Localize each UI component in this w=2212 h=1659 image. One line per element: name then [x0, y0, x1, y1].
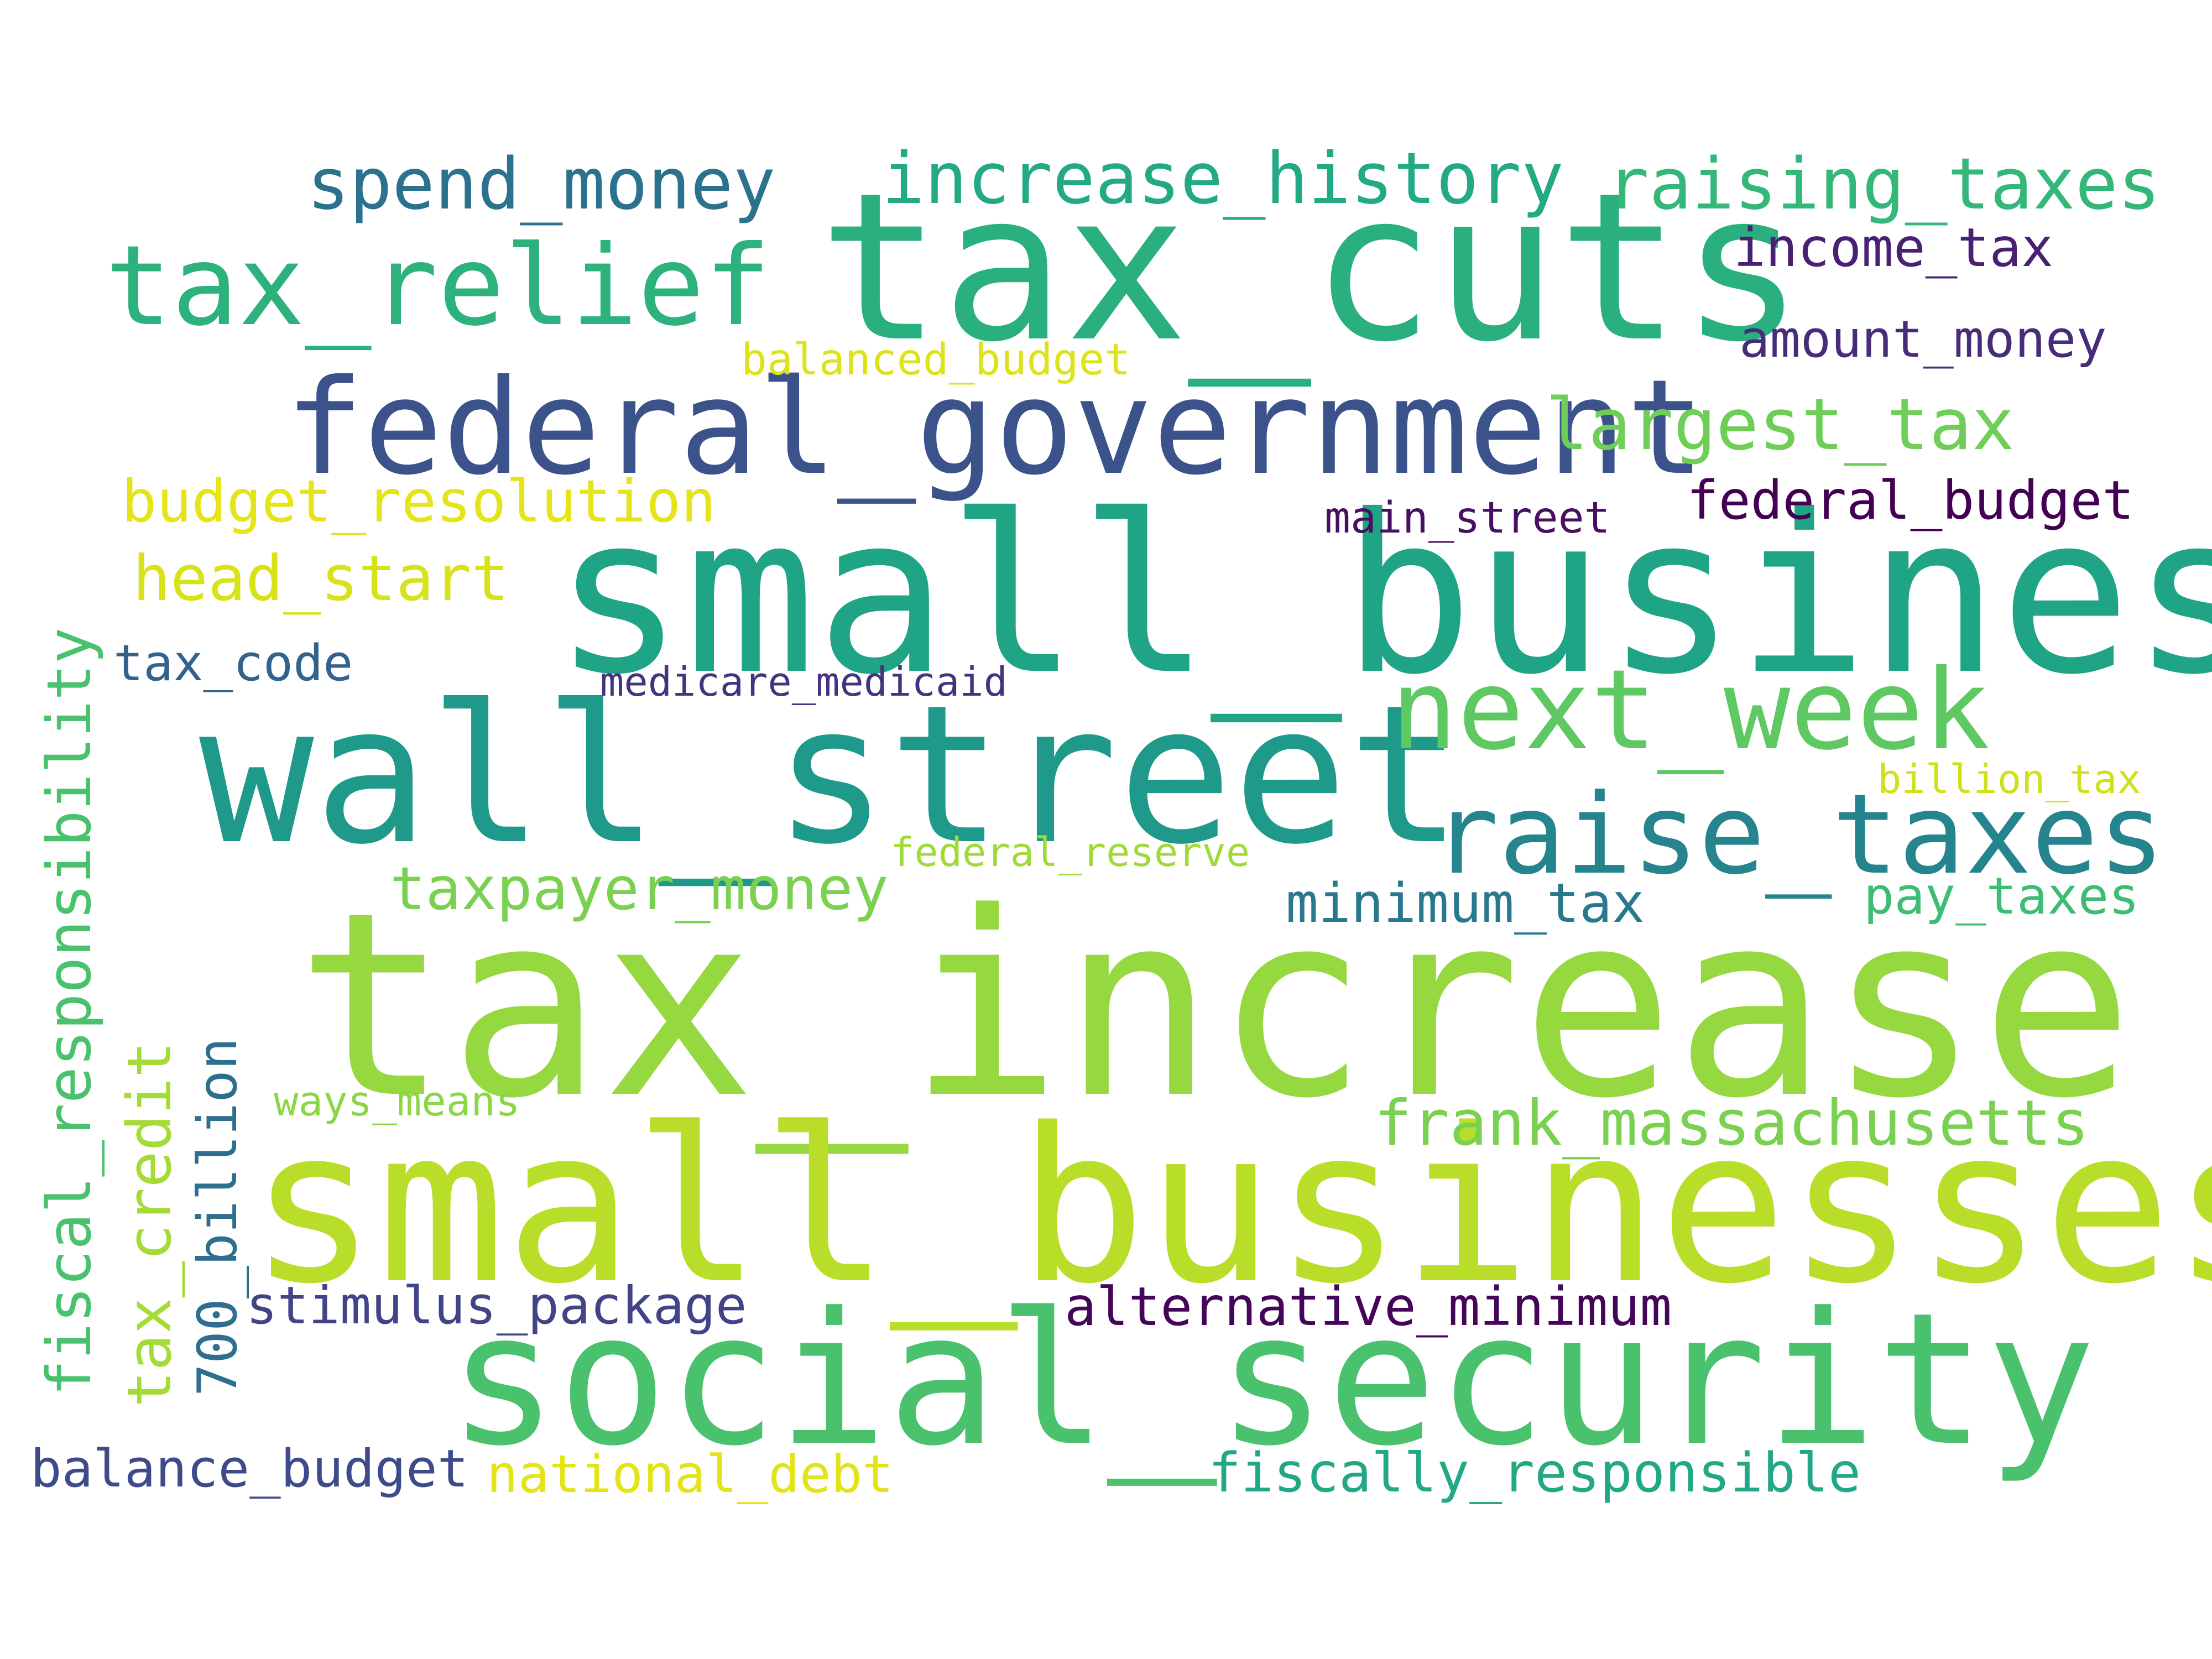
word-wall-street: wall_street — [199, 665, 1463, 886]
word-700-billion: 700_billion — [186, 1037, 249, 1396]
word-stimulus-package: stimulus_package — [246, 1276, 747, 1336]
word-increase-history: increase_history — [882, 138, 1564, 220]
word-balanced-budget: balanced_budget — [741, 335, 1131, 385]
word-tax-credit: tax_credit — [114, 1041, 185, 1407]
word-minimum-tax: minimum_tax — [1286, 872, 1645, 935]
word-amount-money: amount_money — [1739, 310, 2107, 369]
word-medicare-medicaid: medicare_medicaid — [600, 659, 1008, 705]
word-tax-code: tax_code — [113, 634, 353, 692]
word-frank-massachusetts: frank_massachusetts — [1374, 1087, 2089, 1160]
word-billion-tax: billion_tax — [1877, 756, 2141, 802]
word-head-start: head_start — [133, 542, 509, 615]
word-alternative-minimum: alternative_minimum — [1065, 1276, 1672, 1338]
word-social-security: social_security — [448, 1274, 2096, 1486]
word-fiscal-responsibility: fiscal_responsibility — [34, 627, 105, 1396]
word-next-week: next_week — [1391, 646, 1990, 775]
word-raising-taxes: raising_taxes — [1606, 143, 2161, 226]
word-spend-money: spend_money — [307, 143, 776, 226]
word-small-business: small_business — [553, 468, 2212, 723]
word-balance-budget: balance_budget — [30, 1439, 469, 1499]
word-federal-budget: federal_budget — [1687, 469, 2135, 531]
word-fiscally-responsible: fiscally_responsible — [1208, 1442, 1861, 1505]
word-budget-resolution: budget_resolution — [122, 468, 716, 535]
word-national-debt: national_debt — [487, 1444, 894, 1505]
word-taxpayer-money: taxpayer_money — [390, 855, 889, 924]
word-main-street: main_street — [1324, 493, 1610, 543]
word-income-tax: income_tax — [1734, 217, 2053, 279]
word-tax-cuts: tax_cuts — [818, 149, 1804, 387]
word-largest-tax: largest_tax — [1546, 384, 2015, 466]
word-raise-taxes: raise_taxes — [1432, 770, 2165, 899]
word-tax-increase: tax_increase — [296, 858, 2134, 1154]
word-ways-means: ways_means — [274, 1078, 520, 1125]
word-federal-government: federal_government — [285, 351, 1705, 504]
word-tax-relief: tax_relief — [105, 222, 771, 351]
word-pay-taxes: pay_taxes — [1864, 867, 2140, 926]
word-federal-reserve: federal_reserve — [890, 829, 1250, 875]
word-small-businesses: small_businesses — [249, 1083, 2212, 1331]
